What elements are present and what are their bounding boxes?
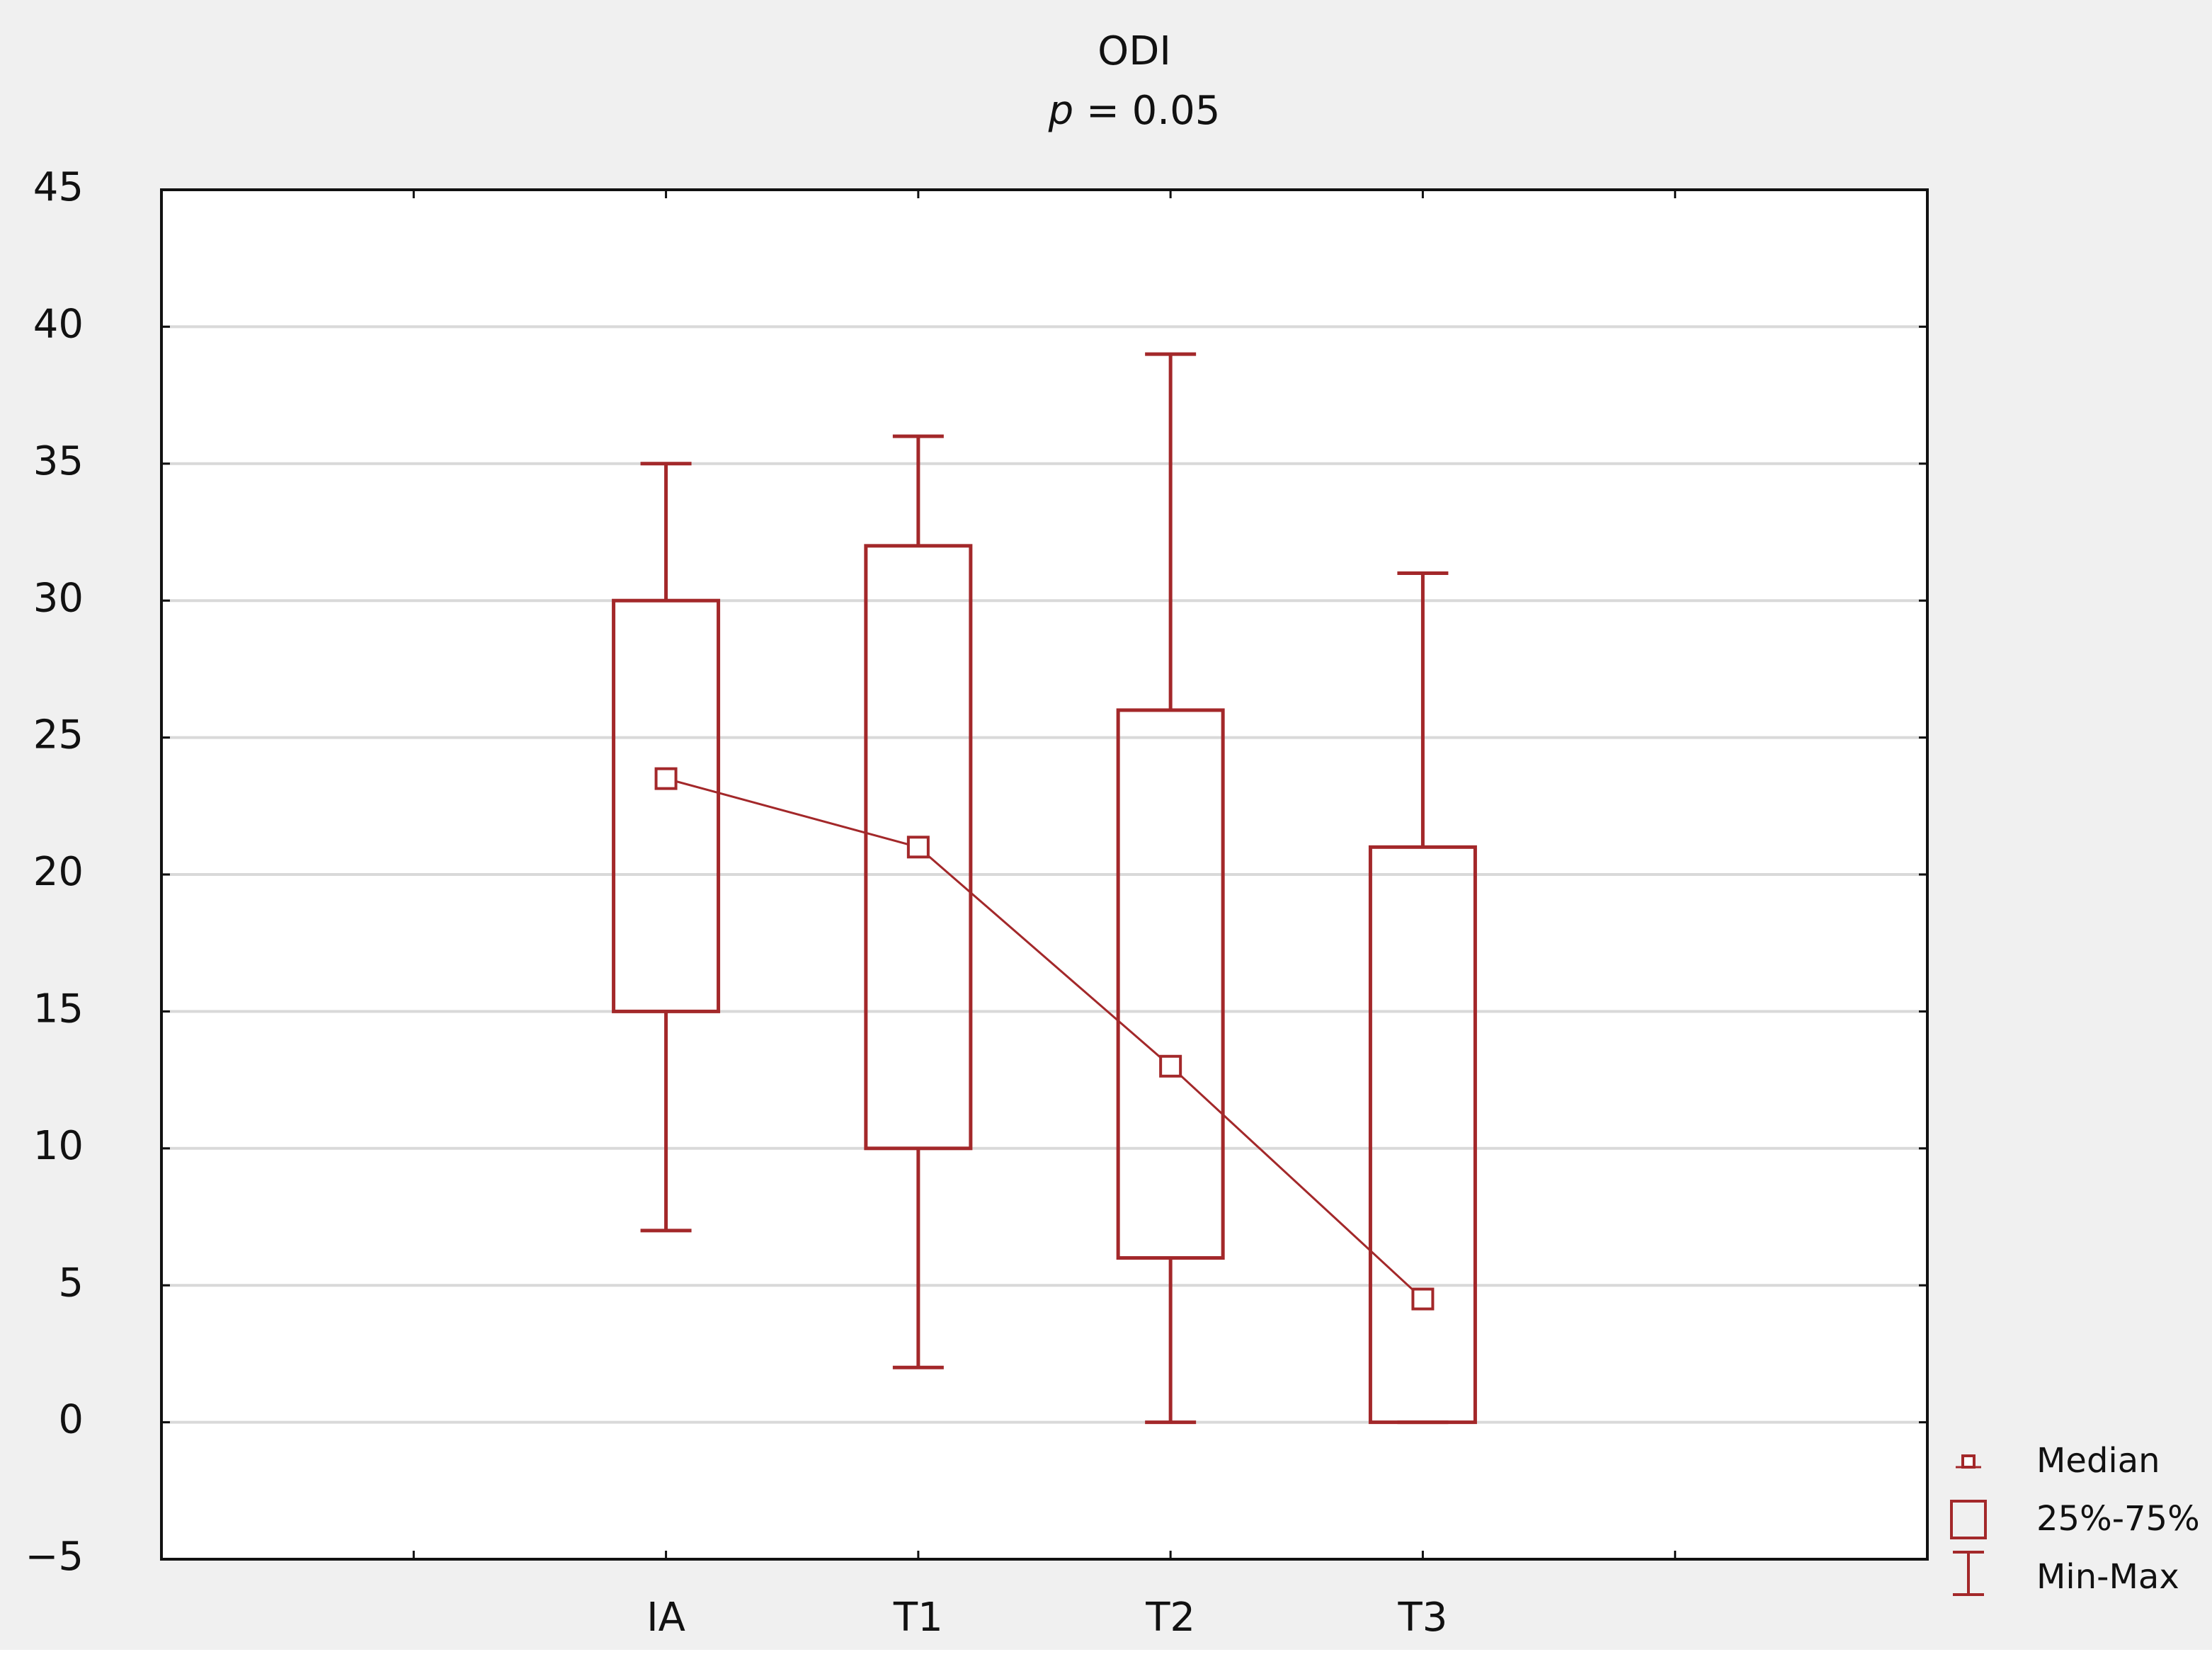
- legend-label: Median: [2036, 1441, 2160, 1481]
- legend-box: [1950, 1500, 1987, 1539]
- box: [1116, 708, 1225, 1260]
- legend-label: 25%-75%: [2036, 1499, 2200, 1539]
- y-tick-label: 20: [33, 849, 84, 895]
- y-tick-label: 35: [33, 438, 84, 484]
- median-marker: [906, 836, 930, 859]
- box: [612, 598, 721, 1013]
- median-marker: [654, 767, 678, 790]
- median-line: [666, 777, 1424, 1300]
- y-tick-label: 0: [58, 1397, 84, 1443]
- chart-title: ODI: [1098, 28, 1171, 74]
- y-tick-label: 25: [33, 712, 84, 758]
- plot-frame: [160, 188, 1929, 1561]
- median-marker: [1411, 1287, 1435, 1311]
- legend-label: Min-Max: [2036, 1557, 2179, 1597]
- x-tick-label: T3: [1398, 1595, 1448, 1641]
- y-tick-label: 5: [58, 1260, 84, 1306]
- y-tick-label: 40: [33, 302, 84, 348]
- legend-median-marker: [1961, 1454, 1976, 1469]
- y-tick-label: −5: [25, 1534, 84, 1580]
- x-tick-label: T1: [893, 1595, 943, 1641]
- box: [1368, 845, 1477, 1425]
- y-tick-label: 10: [33, 1123, 84, 1169]
- y-tick-label: 30: [33, 575, 84, 621]
- y-tick-label: 45: [33, 164, 84, 210]
- median-marker: [1159, 1054, 1182, 1078]
- chart-subtitle: p = 0.05: [1048, 88, 1221, 134]
- y-tick-label: 15: [33, 986, 84, 1032]
- x-tick-label: T2: [1145, 1595, 1195, 1641]
- x-tick-label: IA: [646, 1595, 685, 1641]
- box: [864, 544, 973, 1151]
